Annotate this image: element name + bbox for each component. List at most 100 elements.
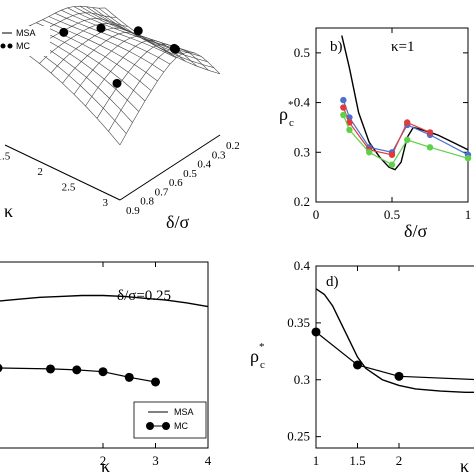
panel-d-ytick-label: 0.3 <box>294 372 310 387</box>
panel-d-frame <box>315 265 474 449</box>
panel-c-legend-msa: MSA <box>174 407 194 417</box>
panel-b-ticks: 0 0.5 1 0.2 0.3 0.4 0.5 <box>294 28 472 222</box>
panel-d-series <box>311 288 474 393</box>
panel-a-delta-tick-label: 0.7 <box>155 186 169 198</box>
panel-a-legend-mc-dot-1 <box>0 43 6 49</box>
panel-a-kappa-axis <box>4 144 121 201</box>
panel-d-xtick-label: 2 <box>396 453 403 468</box>
panel-d-series-1-point-2 <box>394 371 404 381</box>
panel-a-mesh-line-d5 <box>36 22 152 92</box>
panel-b-xtick-label: 0.5 <box>384 207 400 222</box>
panel-d-ylabel-sub: c <box>260 359 265 371</box>
panel-b-chart: 0 0.5 1 0.2 0.3 0.4 0.5 b) κ=1 δ/σ ρ * c <box>279 27 472 241</box>
panel-a-mesh-line-d16 <box>104 7 221 75</box>
panel-a-mesh-line-k0 <box>119 51 221 146</box>
panel-d-series-0-line <box>315 288 474 393</box>
panel-a-kappa-tick-label: 3 <box>103 197 109 209</box>
panel-a-legend-mc-dot-2 <box>7 43 13 49</box>
panel-b-series-2-point-5 <box>426 129 434 136</box>
panel-d-ticks: 1 1.5 2 0.25 0.3 0.35 0.4 <box>287 258 403 468</box>
panel-a-mesh-line-k1 <box>108 47 209 132</box>
panel-a-delta-axis <box>119 134 221 201</box>
panel-a-mc-point-1 <box>59 27 69 37</box>
panel-a-xlabel: κ <box>4 201 13 221</box>
panel-b-xlabel: δ/σ <box>404 221 427 241</box>
panel-a-delta-tick-label: 0.2 <box>226 140 240 152</box>
panel-b-ylabel-sub: c <box>289 117 294 129</box>
panel-a-surface: 0.90.80.70.60.50.40.30.232.521.5 MSA MC … <box>0 5 240 232</box>
panel-a-mesh-line-d7 <box>48 16 164 73</box>
panel-a-mesh-line-d9 <box>61 9 177 59</box>
panel-c-xtick-label: 3 <box>152 453 159 468</box>
panel-a-delta-tick-label: 0.5 <box>183 168 197 180</box>
panel-c-series-1-point-0 <box>0 363 3 373</box>
panel-a-kappa-tick-label: 2.5 <box>62 181 76 193</box>
panel-c-series-1-point-3 <box>98 367 108 377</box>
panel-b-series-3-point-2 <box>366 149 373 156</box>
panel-a-ylabel: δ/σ <box>166 212 189 232</box>
panel-a-legend-box <box>0 26 50 56</box>
panel-c-ticks: 2 3 4 <box>100 262 212 468</box>
panel-a-delta-tick-label: 0.4 <box>197 159 211 171</box>
panel-b-ytick-label: 0.4 <box>294 95 311 110</box>
panel-a-mc-point-3 <box>133 26 143 36</box>
panel-b-series-3-point-5 <box>426 144 434 151</box>
panel-d-chart: 1 1.5 2 0.25 0.3 0.35 0.4 d) κ ρ * c <box>250 258 474 474</box>
panel-b-ylabel-rho: ρ <box>279 104 288 124</box>
panel-b-label: b) <box>330 39 343 55</box>
panel-b-series-2-line <box>342 107 431 156</box>
panel-b-ytick-label: 0.2 <box>294 194 310 209</box>
panel-d-series-1-point-0 <box>311 327 321 337</box>
panel-b-series-3-point-4 <box>404 136 411 144</box>
panel-a-delta-tick-label: 0.6 <box>169 177 183 189</box>
panel-b-ylabel-star: * <box>288 99 294 111</box>
panel-d-ytick-label: 0.25 <box>287 429 310 444</box>
panel-b-xtick-label: 1 <box>465 207 472 222</box>
panel-c-chart: 2 3 4 δ/σ=0.25 κ MSA MC <box>0 261 212 474</box>
panel-a-kappa-tick-label: 2 <box>37 166 43 178</box>
panel-b-series-3-point-6 <box>464 155 472 162</box>
panel-c-xtick-label: 2 <box>100 453 107 468</box>
panel-a-delta-tick-label: 0.3 <box>212 149 226 161</box>
panel-b-series-2-point-0 <box>340 104 347 111</box>
panel-b-ytick-label: 0.5 <box>294 45 310 60</box>
panel-d-ytick-label: 0.35 <box>287 315 310 330</box>
panel-a-legend-msa: MSA <box>16 28 36 38</box>
panel-b-series <box>340 35 472 171</box>
panel-b-series-2-point-4 <box>404 119 411 126</box>
panel-c-series-1-point-1 <box>46 364 55 374</box>
panel-d-ytick-label: 0.4 <box>294 258 311 273</box>
panel-a-mesh-line-d6 <box>42 19 158 82</box>
panel-b-series-3-point-0 <box>340 111 347 119</box>
panel-c-series <box>0 294 209 387</box>
panel-d-xtick-label: 1 <box>313 453 320 468</box>
panel-c-xlabel: κ <box>101 456 110 474</box>
panel-c-series-1-point-4 <box>124 372 134 382</box>
panel-a-mesh-line-k2 <box>96 43 198 119</box>
panel-c-legend-mc: MC <box>174 421 188 431</box>
panel-a-mc-point-5 <box>112 78 122 88</box>
panel-d-series-1-line <box>315 331 474 381</box>
panel-d-ylabel-star: * <box>259 341 265 353</box>
panel-c-legend: MSA MC <box>133 401 207 439</box>
panel-a-delta-tick-label: 0.9 <box>126 205 140 217</box>
panel-b-series-0-line <box>341 35 469 171</box>
panel-b-series-2-point-1 <box>346 119 353 126</box>
panel-b-xtick-label: 0 <box>313 207 320 222</box>
panel-a-legend-mc: MC <box>16 41 30 51</box>
panel-d-series-1-point-1 <box>353 360 362 370</box>
panel-a-mc-point-6 <box>169 43 179 53</box>
panel-c-series-1-point-5 <box>151 377 160 387</box>
panel-c-legend-box <box>133 401 207 439</box>
panel-d-xlabel: κ <box>460 456 469 474</box>
panel-d-xtick-label: 1.5 <box>349 453 365 468</box>
panel-b-series-3-point-3 <box>388 161 396 168</box>
panel-a-mesh-line-k4 <box>73 35 175 95</box>
panel-c-legend-mc-dot-2 <box>162 422 170 430</box>
panel-b-ytick-label: 0.3 <box>294 144 310 159</box>
panel-d-ylabel-rho: ρ <box>250 346 259 366</box>
panel-c-annotation: δ/σ=0.25 <box>117 288 171 304</box>
panel-b-series-3-point-1 <box>346 126 353 134</box>
panel-c-xtick-label: 4 <box>205 453 212 468</box>
